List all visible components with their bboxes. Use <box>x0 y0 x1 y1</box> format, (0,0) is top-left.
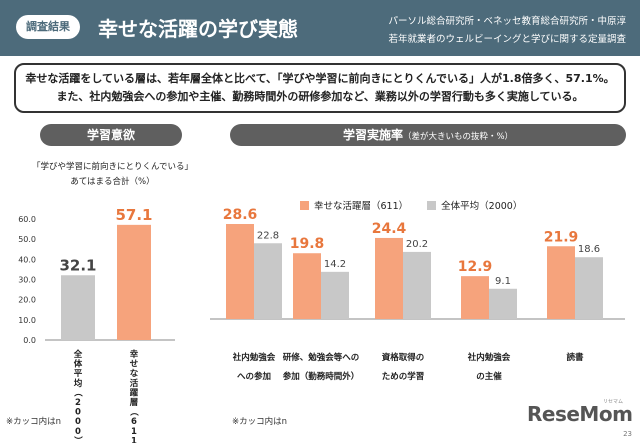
y-tick-label: 60.0 <box>18 215 36 224</box>
category-label: 研修、勉強会等への <box>283 352 360 363</box>
category-label-char: （ <box>72 388 83 397</box>
data-label: 57.1 <box>115 206 152 224</box>
category-label-char: せ <box>130 360 139 370</box>
left-panel-title: 学習意欲 <box>40 124 182 146</box>
category-label-char: 全 <box>73 349 83 360</box>
category-label-char: 均 <box>74 378 83 389</box>
data-label: 9.1 <box>495 276 511 287</box>
category-label-char: 6 <box>131 417 137 427</box>
bar <box>547 246 575 319</box>
data-label: 19.8 <box>290 236 325 252</box>
category-label-char: 1 <box>131 436 137 443</box>
category-label-char: 層 <box>130 397 139 408</box>
right-footnote: ※カッコ内はn <box>232 417 288 427</box>
bar <box>403 251 431 319</box>
chart-legend: 幸せな活躍層（611） 全体平均（2000） <box>300 198 538 213</box>
category-label-char: 体 <box>74 359 83 370</box>
category-label-char: 0 <box>75 408 81 418</box>
bar <box>461 276 489 319</box>
y-tick-label: 50.0 <box>18 235 36 244</box>
legend-item-average: 全体平均（2000） <box>427 198 522 212</box>
right-panel-title-note: （差が大きいもの抜粋・%） <box>402 132 514 142</box>
data-label: 22.8 <box>257 230 279 241</box>
category-label-char: な <box>130 369 139 379</box>
summary-box: 幸せな活躍をしている層は、若年層全体と比べて、「学びや学習に前向きにとりくんでい… <box>14 63 626 113</box>
category-label-char: ） <box>72 436 83 443</box>
category-label: への参加 <box>237 371 271 382</box>
left-question-line-2: あてはまる合計（%） <box>70 177 155 187</box>
category-label: ための学習 <box>382 371 425 382</box>
category-label-char: 0 <box>75 417 81 427</box>
bar <box>117 224 151 340</box>
bar <box>375 237 403 319</box>
bar <box>254 243 282 319</box>
page-title: 幸せな活躍の学び実態 <box>98 17 298 41</box>
summary-line-1: 幸せな活躍をしている層は、若年層全体と比べて、「学びや学習に前向きにとりくんでい… <box>25 72 615 85</box>
right-panel-title-pill: 学習実施率（差が大きいもの抜粋・%） <box>230 124 626 146</box>
source-line-2: 若年就業者のウェルビーイングと学びに関する定量調査 <box>388 34 626 45</box>
category-label-char: 0 <box>75 427 81 437</box>
legend-label-average: 全体平均（2000） <box>441 201 523 212</box>
bar <box>489 288 517 319</box>
page-number: 23 <box>623 430 632 438</box>
category-label: 社内勉強会 <box>467 352 511 363</box>
data-label: 24.4 <box>372 221 407 237</box>
y-tick-label: 10.0 <box>18 316 36 325</box>
summary-line-2: また、社内勉強会への参加や主催、勤務時間外の研修参加など、業務以外の学習行動も多… <box>56 90 584 103</box>
right-panel-title: 学習実施率 <box>342 128 403 142</box>
data-label: 20.2 <box>406 239 428 250</box>
bar <box>293 253 321 319</box>
data-label: 28.6 <box>223 207 258 223</box>
data-label: 12.9 <box>458 259 493 275</box>
left-question: 「学びや学習に前向きにとりくんでいる」 あてはまる合計（%） <box>30 160 195 190</box>
legend-item-happy: 幸せな活躍層（611） <box>300 198 408 212</box>
data-label: 21.9 <box>544 229 579 245</box>
category-label: 資格取得の <box>381 352 425 363</box>
category-label: 社内勉強会 <box>232 352 276 363</box>
legend-swatch-average <box>427 200 437 210</box>
left-question-line-1: 「学びや学習に前向きにとりくんでいる」 <box>31 162 194 172</box>
data-label: 14.2 <box>324 259 346 270</box>
source-line-1: パーソル総合研究所・ベネッセ教育総合研究所・中原淳 <box>388 16 626 27</box>
category-label-char: 1 <box>131 427 137 437</box>
category-label: 参加（勤務時間外） <box>283 371 360 382</box>
category-label-char: 幸 <box>130 349 139 360</box>
bar <box>226 224 254 319</box>
category-label: の主催 <box>476 371 502 382</box>
header-bar: 調査結果 幸せな活躍の学び実態 パーソル総合研究所・ベネッセ教育総合研究所・中原… <box>0 0 640 56</box>
logo-text: ReseMom <box>527 402 633 426</box>
header-tag: 調査結果 <box>16 15 80 39</box>
category-label: 読書 <box>566 352 584 363</box>
legend-label-happy: 幸せな活躍層（611） <box>314 201 409 212</box>
y-tick-label: 20.0 <box>18 296 36 305</box>
category-label-char: 活 <box>130 378 139 389</box>
y-tick-label: 30.0 <box>18 276 36 285</box>
data-label: 32.1 <box>59 256 96 274</box>
category-label-char: 躍 <box>130 387 139 398</box>
bar <box>575 257 603 319</box>
bar <box>61 275 95 340</box>
legend-swatch-happy <box>300 200 309 210</box>
y-tick-label: 40.0 <box>18 255 36 264</box>
data-label: 18.6 <box>578 244 600 255</box>
bar <box>321 271 349 319</box>
y-tick-label: 0.0 <box>23 336 36 345</box>
category-label-char: 2 <box>75 398 81 408</box>
left-footnote: ※カッコ内はn <box>6 417 62 427</box>
logo-kana: リセマム <box>603 399 624 405</box>
category-label-char: 平 <box>74 369 83 379</box>
category-label-char: （ <box>128 407 139 416</box>
resemom-logo: ReseMom <box>527 402 633 426</box>
